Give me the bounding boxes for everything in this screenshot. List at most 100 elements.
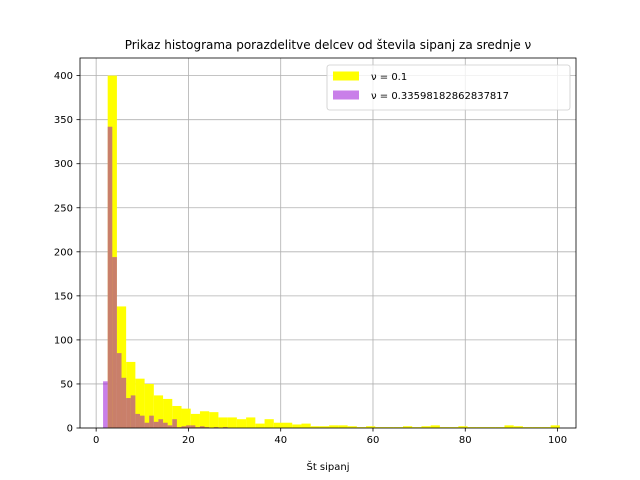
y-tick-label: 250 — [54, 203, 73, 214]
histogram-bar-series-1 — [153, 395, 164, 428]
histogram-bar-series-1 — [356, 427, 367, 428]
axis-ticks: 0 20 40 60 80 100 0 50 100 150 200 250 300 350 400 — [54, 71, 567, 446]
histogram-bar-series-2 — [223, 427, 228, 428]
histogram-bar-series-2 — [181, 426, 187, 428]
histogram-bar-series-2 — [153, 421, 159, 428]
histogram-bar-series-1 — [402, 426, 413, 428]
histogram-bar-series-2 — [116, 353, 122, 428]
histogram-bar-series-2 — [135, 413, 140, 428]
histogram-bar-series-2 — [190, 425, 196, 428]
y-tick-label: 400 — [54, 71, 73, 82]
histogram-bar-series-2 — [186, 425, 191, 428]
histogram-bar-series-1 — [190, 413, 200, 428]
histogram-bar-series-1 — [246, 417, 256, 428]
x-tick-label: 40 — [274, 435, 287, 446]
y-tick-label: 100 — [54, 335, 73, 346]
histogram-bar-series-1 — [532, 427, 542, 428]
histogram-bar-series-1 — [329, 425, 339, 428]
histogram-bar-series-2 — [199, 426, 205, 428]
histogram-bar-series-1 — [550, 425, 560, 428]
histogram-bar-series-1 — [495, 427, 505, 428]
x-tick-label: 0 — [93, 435, 99, 446]
histogram-bar-series-1 — [264, 419, 274, 428]
histogram-bar-series-1 — [273, 422, 284, 428]
y-tick-label: 0 — [67, 424, 73, 435]
histogram-bar-series-1 — [430, 425, 440, 428]
histogram-bar-series-2 — [176, 427, 182, 428]
legend-label: ν = 0.1 — [371, 72, 407, 83]
histogram-bar-series-2 — [144, 422, 150, 428]
histogram-bar-series-2 — [130, 395, 136, 428]
x-tick-label: 60 — [367, 435, 380, 446]
histogram-bar-series-1 — [126, 361, 136, 428]
histogram-bar-series-1 — [522, 427, 533, 428]
histogram-bar-series-1 — [366, 426, 376, 428]
histogram-bar-series-1 — [236, 419, 247, 428]
plot-area — [80, 58, 576, 428]
histogram-bar-series-1 — [504, 425, 514, 428]
histogram-bar-series-1 — [449, 427, 459, 428]
histogram-bar-series-2 — [167, 425, 173, 428]
histogram-bar-series-1 — [412, 427, 422, 428]
y-tick-label: 350 — [54, 115, 73, 126]
x-tick-label: 100 — [548, 435, 567, 446]
histogram-bar-series-1 — [209, 412, 219, 428]
histogram-bar-series-1 — [181, 408, 191, 428]
histogram-bar-series-1 — [310, 426, 320, 428]
histogram-bar-series-2 — [158, 419, 164, 428]
histogram-bar-series-1 — [218, 417, 228, 428]
histogram-bar-series-1 — [319, 426, 330, 428]
legend-label: ν = 0.33598182862837817 — [371, 91, 509, 102]
histogram-bar-series-1 — [144, 383, 154, 428]
histogram-bar-series-1 — [227, 417, 237, 428]
histogram-bar-series-1 — [439, 427, 450, 428]
x-tick-label: 80 — [459, 435, 472, 446]
y-tick-label: 150 — [54, 291, 73, 302]
histogram-bar-series-1 — [384, 427, 394, 428]
histogram-bar-series-2 — [103, 381, 108, 428]
histogram-bars — [103, 75, 560, 428]
histogram-bar-series-1 — [375, 427, 385, 428]
histogram-bar-series-1 — [541, 427, 551, 428]
plot-frame — [79, 57, 577, 429]
legend-swatch — [333, 71, 359, 81]
histogram-bar-series-2 — [213, 427, 219, 428]
histogram-bar-series-1 — [172, 405, 182, 428]
histogram-bar-series-1 — [199, 411, 210, 428]
histogram-bar-series-2 — [139, 415, 145, 428]
histogram-bar-series-2 — [163, 422, 168, 428]
y-tick-label: 50 — [60, 379, 73, 390]
axes-spines — [79, 57, 577, 429]
histogram-bar-series-2 — [195, 427, 200, 428]
histogram-bar-series-1 — [255, 423, 265, 428]
histogram-bar-series-2 — [172, 419, 177, 428]
histogram-bar-series-1 — [301, 423, 311, 428]
histogram-bar-series-1 — [421, 426, 431, 428]
histogram-bar-series-1 — [135, 378, 145, 428]
y-tick-label: 300 — [54, 159, 73, 170]
histogram-bar-series-2 — [107, 126, 113, 428]
histogram-bar-series-1 — [513, 426, 523, 428]
x-axis-label: Št sipanj — [306, 460, 349, 473]
histogram-bar-series-1 — [338, 425, 348, 428]
legend: ν = 0.1 ν = 0.33598182862837817 — [326, 64, 571, 111]
histogram-bar-series-1 — [163, 398, 173, 428]
legend-swatch — [333, 90, 359, 100]
histogram-bar-series-1 — [393, 427, 403, 428]
histogram-bar-series-2 — [112, 257, 117, 428]
histogram-bar-series-1 — [476, 427, 487, 428]
histogram-bar-series-1 — [486, 427, 496, 428]
histogram-bar-series-2 — [121, 377, 127, 428]
histogram-bar-series-2 — [204, 427, 210, 428]
histogram-bar-series-2 — [126, 398, 131, 428]
histogram-bar-series-1 — [467, 427, 477, 428]
histogram-bar-series-1 — [283, 422, 293, 428]
histogram-bar-series-1 — [458, 426, 468, 428]
histogram-bar-series-2 — [149, 415, 154, 428]
x-tick-label: 20 — [182, 435, 195, 446]
histogram-bar-series-1 — [347, 426, 357, 428]
legend-box — [326, 64, 571, 111]
histogram-bar-series-1 — [292, 424, 302, 428]
chart-title: Prikaz histograma porazdelitve delcev od… — [125, 38, 532, 52]
